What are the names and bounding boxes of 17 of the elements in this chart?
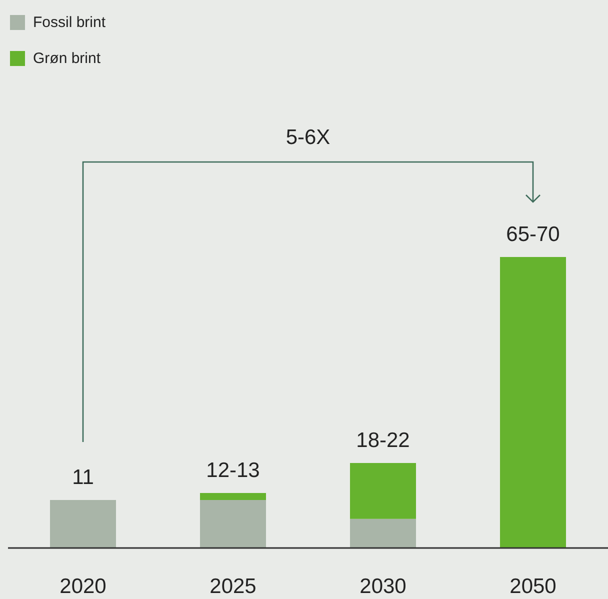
legend-label: Grøn brint	[33, 50, 101, 66]
x-tick-label: 2030	[360, 574, 406, 598]
legend-label: Fossil brint	[33, 14, 106, 30]
annotation: 65-70	[506, 223, 560, 246]
bar	[50, 500, 116, 548]
annotation: 11	[72, 466, 94, 489]
bar	[200, 500, 266, 548]
x-tick-label: 2025	[210, 574, 256, 598]
bar	[500, 257, 566, 548]
bar	[350, 518, 416, 548]
bar	[200, 493, 266, 500]
x-tick-label: 2050	[510, 574, 556, 598]
annotation: 18-22	[356, 429, 410, 452]
bar	[350, 463, 416, 519]
text: 5-6X	[286, 126, 330, 149]
x-tick-label: 2020	[60, 574, 106, 598]
annotation: 12-13	[206, 459, 260, 482]
